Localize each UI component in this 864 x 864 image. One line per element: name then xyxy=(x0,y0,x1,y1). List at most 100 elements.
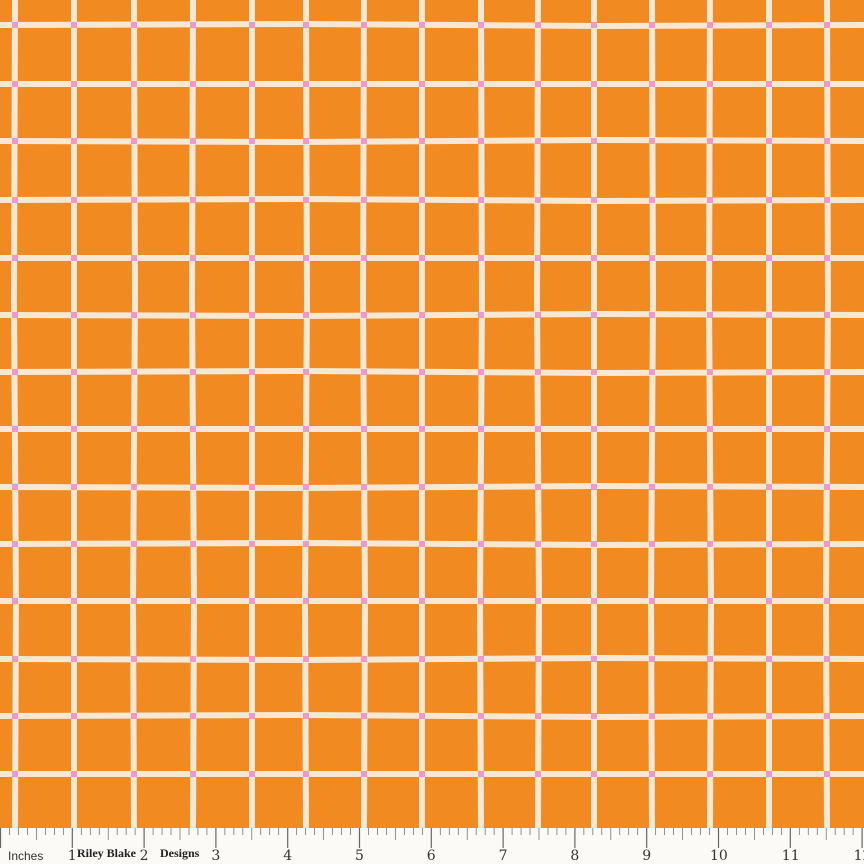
grid-intersection-dot xyxy=(71,81,77,87)
grid-intersection-dot xyxy=(824,22,830,28)
grid-intersection-dot xyxy=(766,255,772,261)
grid-line-vertical xyxy=(705,0,715,828)
inch-ruler: Inches Riley Blake Designs 1 2 3 4 5 6 7 8 9 10 11… xyxy=(0,828,864,864)
grid-line-vertical xyxy=(129,0,139,828)
grid-intersection-dot xyxy=(131,541,137,547)
grid-intersection-dot xyxy=(707,197,713,203)
grid-intersection-dot xyxy=(649,771,655,777)
grid-intersection-dot xyxy=(766,22,772,28)
grid-intersection-dot xyxy=(249,369,255,375)
grid-line-horizontal xyxy=(0,195,864,205)
grid-intersection-dot xyxy=(478,484,484,490)
grid-intersection-dot xyxy=(649,369,655,375)
grid-line-horizontal xyxy=(0,539,864,549)
ruler-ticks xyxy=(0,828,863,848)
grid-intersection-dot xyxy=(303,197,309,203)
grid-intersection-dot xyxy=(190,598,196,604)
grid-intersection-dot xyxy=(303,484,309,490)
grid-intersection-dot xyxy=(419,541,425,547)
grid-intersection-dot xyxy=(71,598,77,604)
grid-intersection-dot xyxy=(707,713,713,719)
grid-intersection-dot xyxy=(361,541,367,547)
grid-line-vertical xyxy=(533,0,543,828)
grid-intersection-dot xyxy=(190,713,196,719)
grid-intersection-dot xyxy=(824,713,830,719)
ruler-number: 1 xyxy=(67,848,77,864)
grid-intersection-dot xyxy=(478,771,484,777)
grid-intersection-dot xyxy=(591,656,597,662)
grid-intersection-dot xyxy=(419,255,425,261)
grid-intersection-dot xyxy=(478,255,484,261)
grid-intersection-dot xyxy=(419,656,425,662)
grid-intersection-dot xyxy=(249,656,255,662)
ruler-number: 6 xyxy=(426,848,436,864)
grid-intersection-dot xyxy=(649,312,655,318)
grid-intersection-dot xyxy=(478,197,484,203)
grid-intersection-dot xyxy=(707,771,713,777)
grid-intersection-dot xyxy=(591,598,597,604)
grid-intersection-dot xyxy=(249,598,255,604)
ruler-number: 11 xyxy=(781,848,800,864)
grid-line-horizontal xyxy=(0,482,864,492)
grid-intersection-dot xyxy=(824,484,830,490)
grid-intersection-dot xyxy=(131,81,137,87)
grid-intersection-dot xyxy=(71,369,77,375)
grid-intersection-dot xyxy=(131,656,137,662)
grid-line-vertical xyxy=(188,0,198,828)
grid-intersection-dot xyxy=(12,598,18,604)
grid-intersection-dot xyxy=(131,369,137,375)
ruler-number: 10 xyxy=(710,848,728,864)
grid-intersection-dot xyxy=(649,255,655,261)
grid-intersection-dot xyxy=(249,484,255,490)
grid-intersection-dot xyxy=(131,771,137,777)
grid-intersection-dot xyxy=(649,22,655,28)
grid-intersection-dot xyxy=(535,426,541,432)
grid-intersection-dot xyxy=(249,771,255,777)
ruler-number: 4 xyxy=(283,848,293,864)
grid-intersection-dot xyxy=(591,713,597,719)
grid-intersection-dot xyxy=(766,541,772,547)
grid-intersection-dot xyxy=(361,312,367,318)
fabric-swatch xyxy=(0,0,864,828)
grid-intersection-dot xyxy=(649,656,655,662)
grid-intersection-dot xyxy=(12,312,18,318)
grid-intersection-dot xyxy=(419,312,425,318)
grid-intersection-dot xyxy=(303,598,309,604)
grid-intersection-dot xyxy=(591,255,597,261)
grid-intersection-dot xyxy=(303,312,309,318)
grid-intersection-dot xyxy=(707,312,713,318)
grid-intersection-dot xyxy=(591,771,597,777)
grid-intersection-dot xyxy=(591,484,597,490)
grid-intersection-dot xyxy=(12,81,18,87)
grid-intersection-dot xyxy=(249,255,255,261)
grid-line-horizontal xyxy=(0,136,864,146)
grid-intersection-dot xyxy=(190,484,196,490)
grid-intersection-dot xyxy=(12,22,18,28)
grid-intersection-dot xyxy=(649,81,655,87)
grid-intersection-dot xyxy=(249,713,255,719)
grid-intersection-dot xyxy=(766,713,772,719)
ruler-number: 2 xyxy=(139,848,149,864)
grid-intersection-dot xyxy=(190,255,196,261)
grid-intersection-dot xyxy=(766,426,772,432)
grid-intersection-dot xyxy=(591,197,597,203)
grid-intersection-dot xyxy=(12,656,18,662)
grid-intersection-dot xyxy=(131,598,137,604)
grid-intersection-dot xyxy=(361,656,367,662)
grid-intersection-dot xyxy=(71,713,77,719)
grid-intersection-dot xyxy=(71,771,77,777)
grid-line-horizontal xyxy=(0,654,864,664)
grid-intersection-dot xyxy=(12,484,18,490)
grid-intersection-dot xyxy=(131,22,137,28)
grid-intersection-dot xyxy=(419,771,425,777)
grid-intersection-dot xyxy=(591,312,597,318)
grid-intersection-dot xyxy=(649,541,655,547)
grid-intersection-dot xyxy=(303,369,309,375)
grid-intersection-dot xyxy=(190,197,196,203)
grid-line-vertical xyxy=(476,0,486,828)
grid-intersection-dot xyxy=(535,771,541,777)
grid-intersection-dot xyxy=(535,197,541,203)
grid-intersection-dot xyxy=(824,656,830,662)
grid-intersection-dot xyxy=(361,255,367,261)
grid-intersection-dot xyxy=(131,426,137,432)
